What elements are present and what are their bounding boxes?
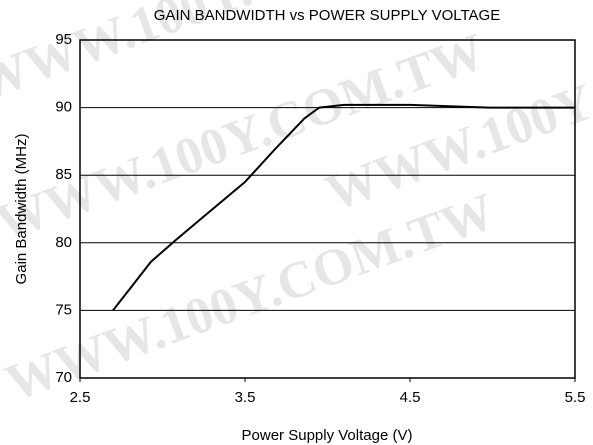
y-tick-label: 90: [55, 99, 72, 116]
chart-title: GAIN BANDWIDTH vs POWER SUPPLY VOLTAGE: [154, 7, 500, 24]
x-tick-label: 5.5: [565, 389, 586, 406]
y-tick-label: 80: [55, 234, 72, 251]
y-tick-label: 70: [55, 369, 72, 386]
y-tick-label: 95: [55, 31, 72, 48]
y-axis-label: Gain Bandwidth (MHz): [13, 134, 30, 285]
data-line: [112, 103, 575, 312]
x-tick-label: 2.5: [70, 389, 91, 406]
y-tick-label: 85: [55, 166, 72, 183]
x-axis-label: Power Supply Voltage (V): [242, 427, 413, 444]
y-tick-label: 75: [55, 301, 72, 318]
x-tick-label: 4.5: [400, 389, 421, 406]
x-tick-label: 3.5: [235, 389, 256, 406]
watermarks: WWW.100Y.COM.TW WWW.100Y.COM.TW WWW.100Y…: [0, 0, 593, 412]
